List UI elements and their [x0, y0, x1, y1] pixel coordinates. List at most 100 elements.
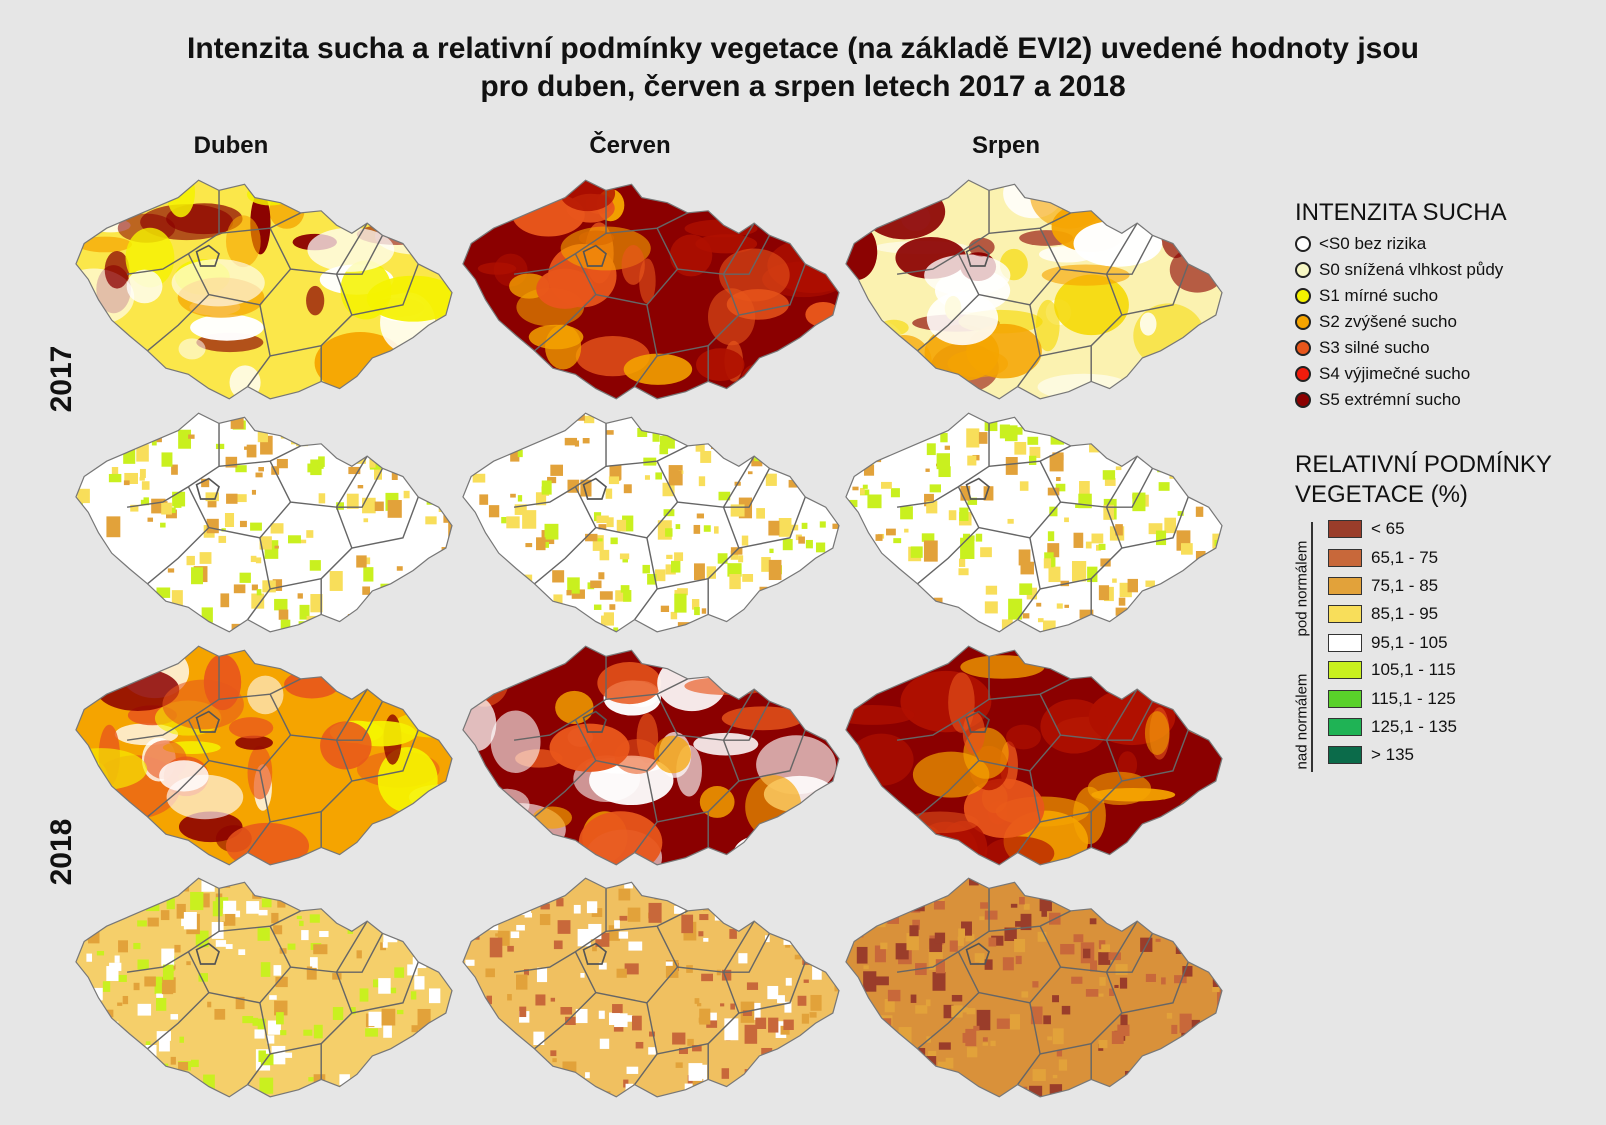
map-pixel-patch	[1054, 1094, 1063, 1097]
vegetation-legend-heading-line-2: VEGETACE (%)	[1295, 481, 1468, 508]
map-pixel-patch	[118, 940, 128, 953]
map-pixel-patch	[965, 934, 975, 942]
map-pixel-patch	[155, 998, 167, 1011]
map-pixel-patch	[806, 633, 810, 636]
map-pixel-patch	[1203, 1094, 1211, 1097]
map-pixel-patch	[564, 437, 578, 446]
map-pixel-patch	[497, 930, 510, 946]
map-drought-patch	[745, 775, 802, 839]
map-pixel-patch	[147, 917, 159, 927]
map-pixel-patch	[925, 468, 930, 472]
map-pixel-patch	[161, 948, 175, 966]
map-pixel-patch	[1218, 419, 1222, 432]
map-pixel-patch	[414, 976, 425, 990]
map-pixel-patch	[1102, 470, 1116, 480]
region-border	[1039, 577, 1092, 590]
map-pixel-patch	[801, 522, 808, 529]
map-pixel-patch	[75, 582, 85, 595]
region-border	[1017, 304, 1041, 387]
map-pixel-patch	[1145, 580, 1155, 587]
map-pixel-patch	[171, 507, 176, 513]
map-pixel-patch	[674, 552, 684, 562]
map-pixel-patch	[379, 594, 392, 612]
map-pixel-patch	[967, 535, 975, 541]
map-pixel-patch	[125, 1043, 138, 1055]
map-pixel-patch	[1211, 503, 1219, 512]
map-pixel-patch	[118, 974, 127, 982]
map-pixel-patch	[599, 549, 610, 561]
legend-swatch	[1328, 661, 1362, 679]
map-drought-patch	[1144, 711, 1170, 756]
map-pixel-patch	[550, 1050, 557, 1057]
map-pixel-patch	[1021, 991, 1029, 998]
map-drought-patch	[503, 817, 529, 865]
region-border	[656, 222, 755, 275]
region-border	[723, 701, 771, 741]
map-pixel-patch	[1148, 523, 1163, 535]
map-pixel-patch	[97, 413, 110, 417]
map-pixel-patch	[524, 912, 533, 918]
map-pixel-patch	[765, 473, 777, 486]
map-drought-patch	[850, 649, 877, 691]
map-pixel-patch	[220, 593, 230, 608]
map-pixel-patch	[485, 968, 495, 978]
map-pixel-patch	[87, 934, 96, 941]
map-pixel-patch	[845, 1004, 847, 1014]
map-pixel-patch	[1005, 457, 1018, 475]
map-pixel-patch	[749, 889, 760, 901]
map-pixel-patch	[727, 563, 742, 577]
map-pixel-patch	[597, 538, 603, 542]
prague-border	[195, 942, 220, 965]
map-pixel-patch	[276, 458, 288, 469]
map-pixel-patch	[1078, 409, 1083, 412]
legend-label: 85,1 - 95	[1371, 604, 1439, 623]
map-pixel-patch	[860, 487, 865, 495]
map-pixel-patch	[982, 1042, 988, 1046]
map-pixel-patch	[961, 921, 972, 936]
country-border	[845, 645, 1223, 866]
map-pixel-patch	[709, 1012, 717, 1025]
map-pixel-patch	[911, 885, 919, 891]
map-pixel-patch	[966, 1047, 978, 1058]
map-pixel-patch	[729, 573, 741, 590]
map-pixel-patch	[525, 543, 533, 548]
map-pixel-patch	[144, 976, 156, 987]
prague-border	[195, 477, 220, 500]
map-pixel-patch	[1212, 984, 1220, 993]
map-pixel-patch	[1129, 890, 1141, 904]
map-pixel-patch	[991, 935, 1004, 946]
map-pixel-patch	[119, 878, 132, 881]
map-pixel-patch	[884, 423, 895, 440]
country-border	[75, 179, 453, 400]
map-pixel-patch	[730, 551, 739, 560]
map-pixel-patch	[257, 927, 270, 941]
map-pixel-patch	[273, 965, 282, 976]
map-pixel-patch	[1182, 966, 1193, 977]
map-pixel-patch	[940, 609, 950, 619]
map-pixel-patch	[191, 567, 203, 585]
region-border	[269, 1042, 322, 1055]
map-pixel-patch	[190, 891, 204, 911]
prague-border	[965, 244, 990, 267]
map-pixel-patch	[308, 1077, 314, 1082]
map-pixel-patch	[1131, 413, 1145, 424]
region-border	[1090, 273, 1123, 382]
map-pixel-patch	[691, 599, 700, 610]
map-pixel-patch	[356, 950, 362, 959]
map-pixel-patch	[233, 584, 246, 594]
map-pixel-patch	[143, 497, 149, 504]
map-pixel-patch	[699, 1008, 711, 1025]
map-pixel-patch	[943, 1004, 954, 1019]
prague-border	[582, 244, 607, 267]
map-pixel-patch	[769, 548, 774, 554]
map-pixel-patch	[635, 1041, 644, 1049]
map-pixel-patch	[647, 573, 657, 585]
region-border	[269, 344, 322, 357]
map-drought-patch	[721, 706, 804, 731]
map-pixel-patch	[198, 973, 208, 982]
map-pixel-patch	[276, 1099, 284, 1105]
region-border	[656, 344, 709, 357]
map-pixel-patch	[369, 458, 376, 468]
map-pixel-patch	[284, 1052, 293, 1058]
czech-map	[75, 645, 453, 866]
